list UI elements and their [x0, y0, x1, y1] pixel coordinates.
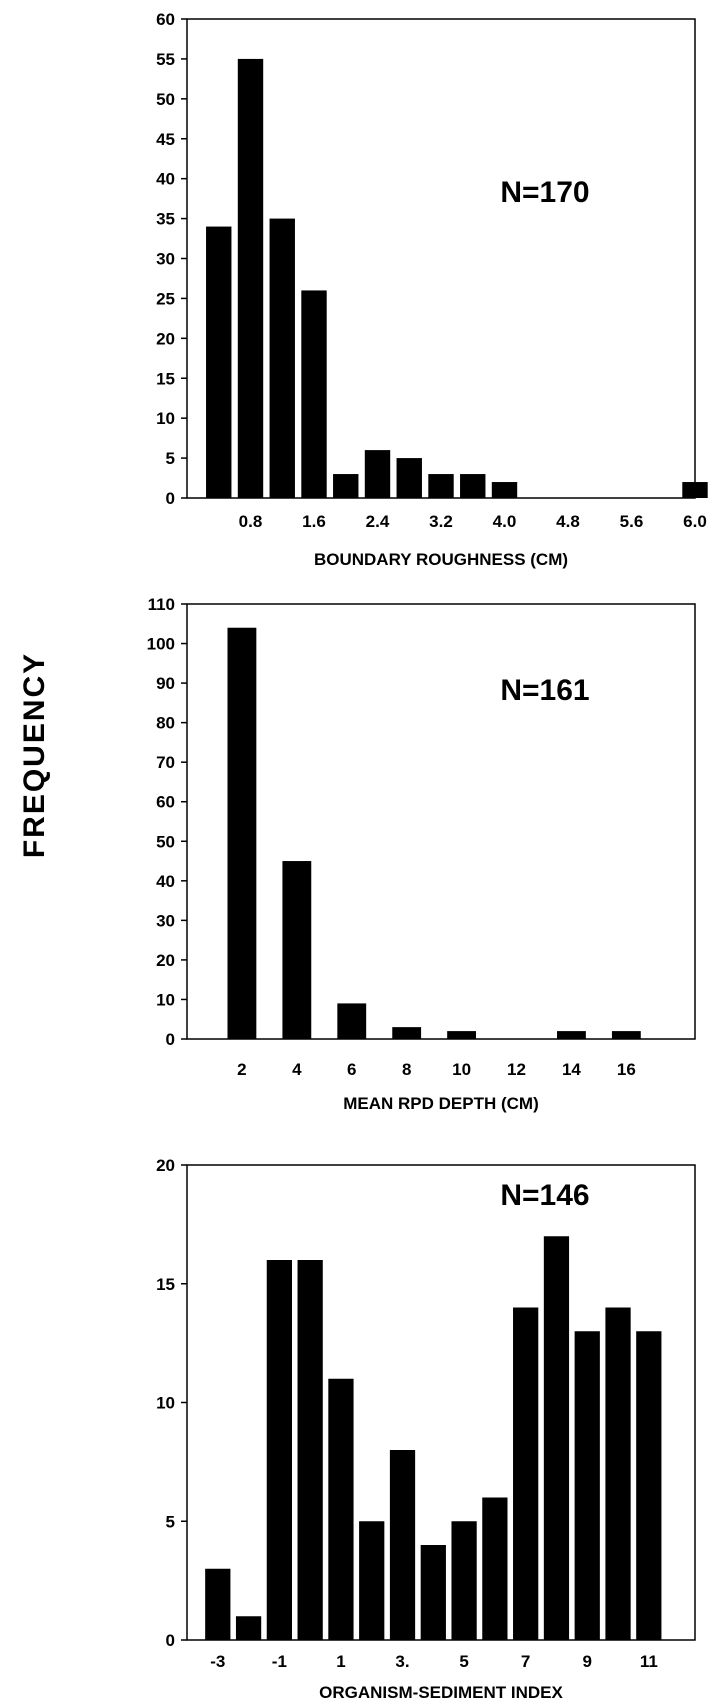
y-tick-label: 90	[156, 674, 175, 693]
x-tick-label: 3.	[395, 1652, 409, 1671]
x-tick-label: 4.0	[493, 512, 517, 531]
x-tick-label: 0.8	[239, 512, 263, 531]
bar	[237, 58, 264, 499]
bar	[543, 1236, 570, 1640]
x-tick-label: 2.4	[366, 512, 390, 531]
y-tick-label: 60	[156, 10, 175, 29]
bar	[447, 1031, 477, 1039]
y-tick-label: 35	[156, 210, 175, 229]
y-tick-label: 20	[156, 1156, 175, 1175]
y-tick-label: 45	[156, 130, 175, 149]
x-tick-label: 11	[640, 1652, 658, 1671]
bar	[235, 1616, 262, 1640]
y-tick-label: 15	[156, 1275, 175, 1294]
x-axis-title: BOUNDARY ROUGHNESS (CM)	[314, 550, 568, 569]
y-axis-title: FREQUENCY	[18, 652, 51, 858]
x-axis-title: MEAN RPD DEPTH (CM)	[343, 1094, 539, 1113]
x-tick-label: -3	[210, 1652, 225, 1671]
y-tick-label: 100	[147, 635, 175, 654]
bar	[491, 482, 518, 498]
bar	[206, 226, 232, 499]
x-tick-label: 14	[562, 1060, 581, 1079]
y-tick-label: 30	[156, 250, 175, 269]
bar	[605, 1307, 631, 1640]
y-tick-label: 20	[156, 329, 175, 348]
sample-size-annotation: N=161	[500, 674, 589, 707]
y-tick-label: 15	[156, 369, 175, 388]
bar	[396, 458, 422, 498]
y-tick-label: 20	[156, 951, 175, 970]
bar	[451, 1521, 477, 1640]
sample-size-annotation: N=170	[500, 176, 589, 209]
x-tick-label: 6	[347, 1060, 356, 1079]
y-tick-label: 80	[156, 714, 175, 733]
chart-panel-3: 0 5 10 15 20 -3 -1 1 3. 5 7 9 11 ORGANISM-SEDIMENT IN…	[156, 1156, 696, 1702]
chart-panel-1: 0 5 10 15 20 25 30 35 40 45 50 55 60 0.8 1.6 2.4 3.2 4.0 4…	[156, 10, 708, 569]
x-tick-label: -1	[272, 1652, 287, 1671]
bar	[636, 1331, 662, 1640]
bar	[301, 290, 327, 498]
sample-size-annotation: N=146	[500, 1179, 589, 1212]
chart-panel-2: 0 10 20 30 40 50 60 70 80 90 100 110 2 4 6 8 10 12 14 16 MEA…	[147, 595, 696, 1113]
bar	[359, 1521, 385, 1640]
bar	[611, 1031, 641, 1039]
bar	[392, 1027, 422, 1039]
x-tick-label: 5	[459, 1652, 468, 1671]
x-tick-label: 1.6	[302, 512, 326, 531]
bar	[428, 474, 454, 498]
bar	[333, 474, 359, 498]
bar	[682, 482, 708, 498]
y-tick-label: 110	[148, 595, 175, 614]
x-tick-label: 3.2	[429, 512, 453, 531]
bar	[266, 1260, 292, 1640]
bar	[460, 474, 486, 498]
y-tick-label: 10	[156, 409, 175, 428]
y-tick-label: 0	[166, 489, 175, 508]
y-tick-label: 0	[166, 1030, 175, 1049]
bar	[557, 1031, 586, 1039]
x-tick-label: 16	[617, 1060, 636, 1079]
y-tick-label: 0	[166, 1631, 175, 1650]
y-tick-label: 40	[156, 170, 175, 189]
y-tick-label: 55	[156, 50, 175, 69]
y-tick-label: 50	[156, 90, 175, 109]
y-tick-label: 25	[156, 289, 175, 308]
bar	[282, 861, 312, 1039]
y-tick-label: 50	[156, 832, 175, 851]
x-tick-label: 4	[292, 1060, 302, 1079]
bar	[364, 450, 391, 498]
y-tick-label: 40	[156, 872, 175, 891]
x-tick-label: 10	[452, 1060, 471, 1079]
x-tick-label: 12	[507, 1060, 526, 1079]
x-tick-label: 9	[583, 1652, 592, 1671]
x-tick-label: 4.8	[556, 512, 580, 531]
x-axis-title: ORGANISM-SEDIMENT INDEX	[319, 1683, 563, 1702]
bar	[269, 218, 295, 499]
bar	[328, 1378, 354, 1640]
x-tick-label: 7	[521, 1652, 530, 1671]
x-tick-label: 8	[402, 1060, 411, 1079]
plot-frame	[186, 603, 696, 1040]
bar	[205, 1568, 231, 1640]
x-tick-label: 5.6	[620, 512, 644, 531]
x-tick-label: 1	[336, 1652, 345, 1671]
y-tick-label: 10	[156, 1394, 175, 1413]
x-tick-label: 2	[237, 1060, 246, 1079]
bar	[297, 1260, 323, 1640]
bar	[389, 1450, 416, 1640]
x-tick-label: 6.0	[683, 512, 707, 531]
bar	[420, 1545, 446, 1640]
y-tick-label: 30	[156, 911, 175, 930]
bar	[513, 1307, 539, 1640]
y-tick-label: 10	[156, 990, 175, 1009]
y-tick-label: 5	[166, 1512, 175, 1531]
bar	[482, 1497, 508, 1640]
bar	[574, 1331, 600, 1640]
y-tick-label: 60	[156, 793, 175, 812]
bar	[227, 627, 257, 1039]
y-tick-label: 5	[166, 449, 175, 468]
y-tick-label: 70	[156, 753, 175, 772]
bar	[337, 1003, 367, 1039]
